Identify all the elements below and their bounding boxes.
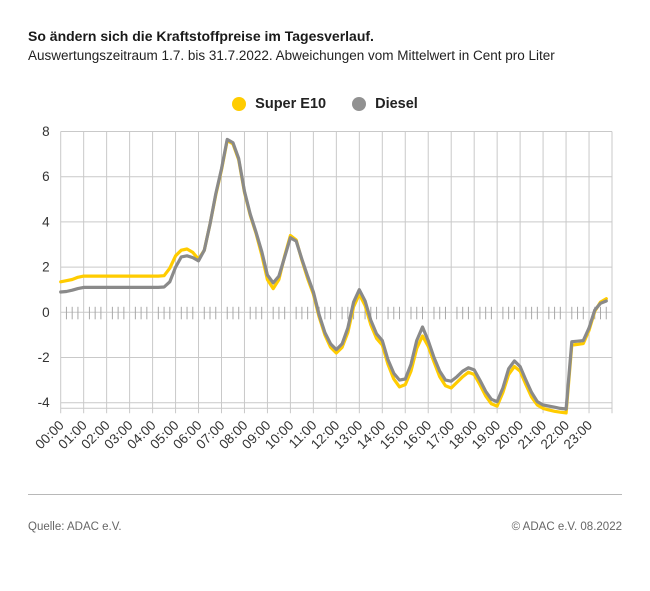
- legend-label-super-e10: Super E10: [255, 96, 327, 112]
- y-axis-labels: 8 6 4 2 0 -2 -4: [38, 124, 51, 410]
- legend: Super E10 Diesel: [0, 96, 650, 112]
- price-deviation-chart: 8 6 4 2 0 -2 -4 00:0001:0002:0003:0004:0005:000…: [32, 124, 613, 453]
- vertical-gridlines: [60, 131, 613, 414]
- diesel-dot-icon: [352, 97, 367, 111]
- legend-item-diesel: Diesel: [352, 96, 418, 112]
- svg-text:8: 8: [42, 124, 50, 139]
- copyright-note: © ADAC e.V. 08.2022: [511, 521, 622, 533]
- footer-divider: [28, 494, 622, 495]
- legend-label-diesel: Diesel: [375, 96, 418, 112]
- chart-title: So ändern sich die Kraftstoffpreise im T…: [28, 28, 374, 44]
- source-note: Quelle: ADAC e.V.: [28, 521, 122, 533]
- quarter-hour-ticks: [65, 306, 607, 320]
- chart-subtitle: Auswertungszeitraum 1.7. bis 31.7.2022. …: [28, 48, 555, 64]
- svg-text:2: 2: [42, 260, 50, 275]
- x-axis-labels: 00:0001:0002:0003:0004:0005:0006:0007:00…: [32, 418, 595, 453]
- svg-text:-4: -4: [38, 395, 50, 410]
- svg-text:-2: -2: [38, 350, 50, 365]
- super-e10-dot-icon: [232, 97, 247, 111]
- svg-text:0: 0: [42, 305, 50, 320]
- svg-text:4: 4: [42, 214, 50, 229]
- diesel-line: [59, 137, 608, 411]
- svg-text:6: 6: [42, 169, 50, 184]
- super-e10-line: [59, 138, 608, 415]
- header: So ändern sich die Kraftstoffpreise im T…: [28, 26, 555, 66]
- legend-item-super-e10: Super E10: [232, 96, 326, 112]
